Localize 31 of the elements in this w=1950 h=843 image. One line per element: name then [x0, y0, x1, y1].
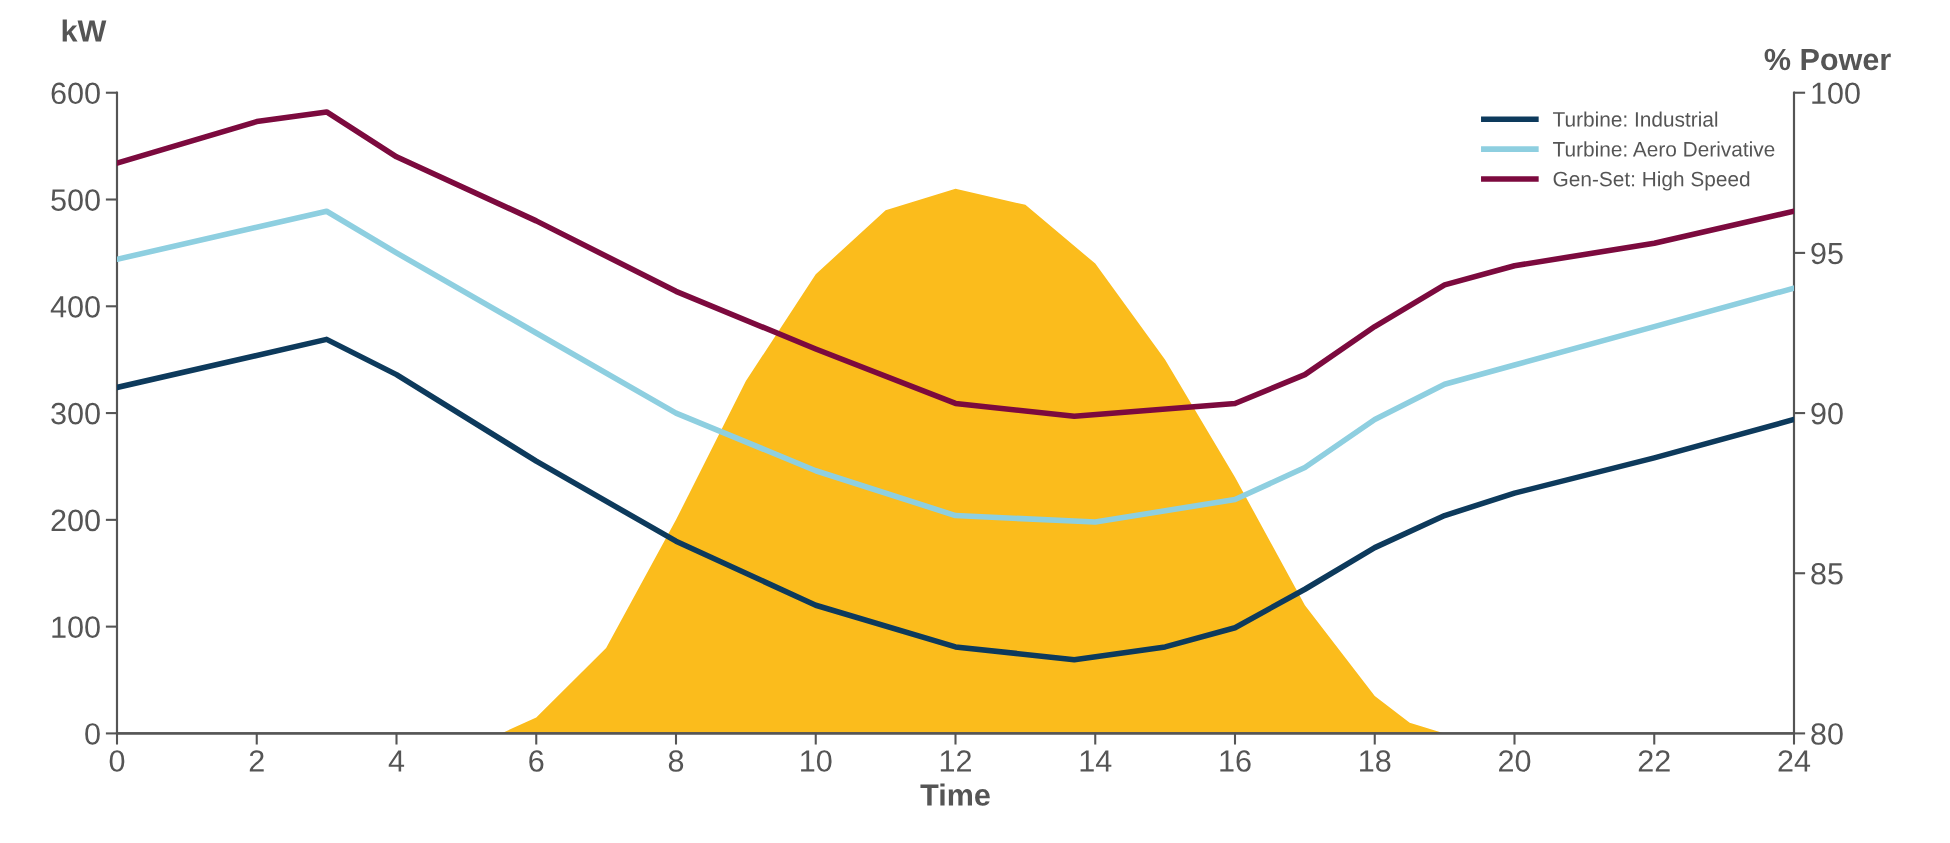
x-tick-label: 14 — [1080, 750, 1112, 772]
legend-label: Gen-Set: High Speed — [1553, 171, 1750, 191]
y2-tick-label: 90 — [1811, 402, 1843, 425]
x-tick-label: 8 — [668, 750, 684, 772]
y-tick-label: 0 — [85, 723, 100, 745]
x-tick-label: 20 — [1499, 750, 1531, 772]
x-tick-label: 12 — [940, 750, 971, 772]
legend-label: Turbine: Industrial — [1553, 111, 1718, 127]
x-tick-label: 24 — [1778, 750, 1811, 772]
x-tick-label: 6 — [529, 750, 544, 772]
y-tick-label: 300 — [51, 402, 100, 425]
y2-tick-label: 85 — [1811, 562, 1843, 585]
y2-tick-label: 100 — [1812, 82, 1860, 105]
y-axis-title: kW — [62, 19, 107, 42]
x-tick-label: 22 — [1638, 750, 1670, 772]
y2-axis-title: % Power — [1764, 48, 1891, 71]
x-tick-label: 4 — [388, 750, 405, 772]
y-tick-label: 500 — [51, 189, 100, 211]
y-tick-label: 400 — [50, 296, 100, 318]
x-tick-label: 2 — [249, 750, 264, 772]
y2-tick-label: 80 — [1811, 723, 1843, 745]
y-tick-label: 600 — [51, 82, 100, 105]
legend-label: Turbine: Aero Derivative — [1553, 141, 1775, 157]
x-tick-label: 0 — [109, 750, 125, 772]
y-tick-label: 200 — [51, 509, 100, 532]
x-tick-label: 10 — [801, 750, 832, 772]
y-tick-label: 100 — [52, 616, 100, 638]
x-tick-label: 16 — [1220, 750, 1251, 772]
y2-tick-label: 95 — [1811, 242, 1843, 265]
x-tick-label: 18 — [1360, 750, 1391, 772]
x-axis-title: Time — [920, 783, 990, 806]
